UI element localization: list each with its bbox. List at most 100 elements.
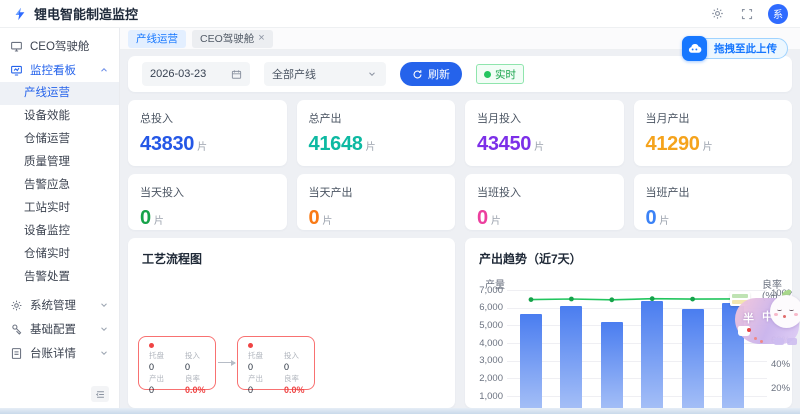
settings-icon[interactable] <box>710 6 725 21</box>
refresh-button[interactable]: 刷新 <box>400 62 462 86</box>
upload-dropzone[interactable]: 拖拽至此上传 <box>682 36 788 61</box>
bar[interactable] <box>681 309 704 408</box>
left-axis-tick: 7,000 <box>479 284 503 296</box>
kpi-unit: 片 <box>534 142 545 153</box>
line-point[interactable] <box>690 296 695 302</box>
flow-field-label: 良率 <box>185 374 200 383</box>
kpi-value: 43450 <box>477 133 532 155</box>
flow-node[interactable]: 托盘 投入 0 0 产出 良率 0 0.0% <box>237 336 315 395</box>
sidebar-collapse-button[interactable] <box>91 386 109 402</box>
sidebar-item-label: CEO驾驶舱 <box>30 41 90 53</box>
filter-bar: 2026-03-23 全部产线 <box>128 56 792 92</box>
sidebar-item-warehouse-realtime[interactable]: 仓储实时 <box>24 248 70 260</box>
sidebar-item-system-management[interactable]: 系统管理 <box>0 293 119 317</box>
bar[interactable] <box>520 313 542 408</box>
monitor-icon <box>10 40 23 53</box>
sidebar-item-ceo-cockpit[interactable]: CEO驾驶舱 <box>0 34 119 58</box>
ime-halfwidth-toggle[interactable]: 半 <box>743 313 754 325</box>
right-axis-tick: 20% <box>771 382 791 394</box>
sidebar-item-ledger-details[interactable]: 台账详情 <box>0 341 119 365</box>
flow-field-value: 0 <box>248 362 254 372</box>
sidebar-item-equipment-efficiency[interactable]: 设备效能 <box>24 110 70 122</box>
kpi-value: 0 <box>308 207 320 229</box>
dashboard-icon <box>10 64 23 77</box>
line-select[interactable]: 全部产线 <box>264 62 386 86</box>
bar[interactable] <box>560 305 583 408</box>
sidebar-item-label: 监控看板 <box>30 65 76 77</box>
flow-field-value: 0 <box>149 362 155 372</box>
sidebar-item-line-operation[interactable]: 产线运营 <box>0 82 119 105</box>
sidebar-item-dashboards[interactable]: 监控看板 <box>0 58 119 82</box>
refresh-icon <box>412 69 423 80</box>
kpi-unit: 片 <box>490 216 501 227</box>
kpi-card-month-output: 当月产出 41290 片 <box>633 100 792 166</box>
gridline <box>507 290 767 291</box>
flow-yield-value: 0.0% <box>185 385 206 395</box>
line-select-value: 全部产线 <box>272 69 316 81</box>
left-axis-label: 产量 <box>485 280 505 291</box>
tab-line-operation[interactable]: 产线运营 <box>128 29 186 48</box>
chevron-down-icon <box>99 348 109 358</box>
sidebar: CEO驾驶舱 监控看板 产线运营 设备效能 仓储运营 质量管理 告警应急 工站实… <box>0 28 120 414</box>
sidebar-item-label: 基础配置 <box>30 324 76 336</box>
kpi-label: 总产出 <box>308 113 342 125</box>
ime-shirt-icon <box>738 326 750 336</box>
tab-ceo-cockpit[interactable]: CEO驾驶舱 × <box>192 29 273 48</box>
tab-label: 产线运营 <box>136 33 178 45</box>
flow-node[interactable]: 托盘 投入 0 0 产出 良率 0 0.0% <box>138 336 216 395</box>
trend-chart: 产量 良率(%) 7,000 6,000 5,000 4,000 3,000 2,000 1… <box>465 238 792 408</box>
right-axis-tick: 40% <box>771 359 791 370</box>
bottom-panels: 工艺流程图 托盘 投入 0 0 产出 良率 0 0.0% <box>128 238 792 408</box>
sidebar-item-basic-config[interactable]: 基础配置 <box>0 317 119 341</box>
kpi-unit: 片 <box>153 216 164 227</box>
bar[interactable] <box>600 321 623 408</box>
kpi-value: 0 <box>140 207 151 229</box>
line-point[interactable] <box>649 296 655 302</box>
line-point[interactable] <box>528 297 534 302</box>
ime-language-toggle[interactable]: 中 <box>762 311 773 323</box>
fullscreen-icon[interactable] <box>739 6 754 21</box>
app-title: 锂电智能制造监控 <box>34 7 139 22</box>
gridline <box>507 325 767 327</box>
ime-widget[interactable]: 半 中 <box>730 290 800 350</box>
kpi-unit: 片 <box>197 142 208 153</box>
sidebar-submenu: 产线运营 设备效能 仓储运营 质量管理 告警应急 工站实时 设备监控 仓储实时 … <box>0 82 119 289</box>
sidebar-item-alarm-handling[interactable]: 告警处置 <box>24 271 70 283</box>
kpi-label: 当月投入 <box>477 113 521 125</box>
process-flow-panel: 工艺流程图 托盘 投入 0 0 产出 良率 0 0.0% <box>128 238 455 408</box>
document-icon <box>10 347 23 360</box>
sidebar-item-station-realtime[interactable]: 工站实时 <box>24 202 70 214</box>
sidebar-item-quality-management[interactable]: 质量管理 <box>24 156 70 168</box>
sidebar-item-alarm-emergency[interactable]: 告警应急 <box>24 179 70 191</box>
sidebar-item-label: 台账详情 <box>30 348 76 360</box>
sidebar-item-warehouse-operation[interactable]: 仓储运营 <box>24 133 70 145</box>
close-icon[interactable]: × <box>258 32 265 44</box>
bar[interactable] <box>641 300 664 408</box>
chevron-down-icon <box>99 300 109 310</box>
flow-field-label: 托盘 <box>248 351 263 360</box>
flow-field-value: 0 <box>185 362 191 372</box>
date-value: 2026-03-23 <box>150 68 207 80</box>
kpi-value: 41290 <box>645 133 700 155</box>
date-picker[interactable]: 2026-03-23 <box>142 62 250 86</box>
line-point[interactable] <box>609 297 615 303</box>
chevron-down-icon <box>367 69 378 80</box>
ime-key-icon <box>787 338 797 345</box>
flow-field-value: 0 <box>248 385 254 395</box>
flow-yield-value: 0.0% <box>284 385 305 395</box>
kpi-unit: 片 <box>365 142 376 153</box>
panel-title: 产出趋势（近7天） <box>479 252 582 266</box>
flow-field-label: 托盘 <box>149 351 164 360</box>
user-avatar[interactable]: 系 <box>768 3 788 24</box>
window-bottom-edge <box>0 408 800 414</box>
sidebar-item-equipment-monitoring[interactable]: 设备监控 <box>24 225 70 237</box>
kpi-value: 0 <box>477 207 488 229</box>
kpi-label: 当班产出 <box>645 187 690 199</box>
gear-icon <box>10 299 23 312</box>
line-point[interactable] <box>569 296 574 302</box>
kpi-value: 41648 <box>308 133 363 155</box>
kpi-value: 0 <box>645 207 657 229</box>
